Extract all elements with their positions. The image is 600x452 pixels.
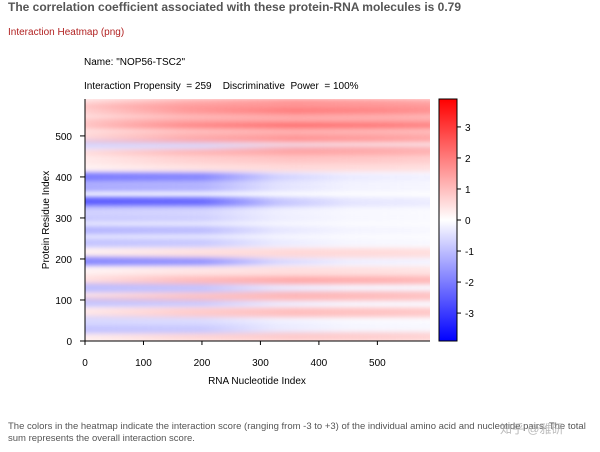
heatmap-band xyxy=(85,172,430,182)
heatmap-band xyxy=(85,291,430,301)
heatmap-band xyxy=(85,282,430,293)
x-tick-label: 400 xyxy=(311,358,328,369)
heatmap-band xyxy=(85,202,430,213)
y-tick-label: 0 xyxy=(66,337,72,348)
y-tick-label: 100 xyxy=(55,296,72,307)
page-title: The correlation coefficient associated w… xyxy=(8,0,462,14)
heatmap-band xyxy=(85,112,430,123)
heatmap-band xyxy=(85,182,430,193)
heatmap-band xyxy=(85,323,430,334)
heatmap-band xyxy=(85,104,430,115)
y-axis-label: Protein Residue Index xyxy=(41,171,52,269)
heatmap-band xyxy=(85,139,430,149)
heatmap-band xyxy=(85,332,430,341)
heatmap-band xyxy=(85,297,430,307)
figure-name: Name: "NOP56-TSC2" xyxy=(84,57,186,68)
x-tick-label: 0 xyxy=(82,358,88,369)
heatmap-band xyxy=(85,307,430,318)
heatmap-band xyxy=(85,247,430,258)
heatmap-band xyxy=(85,124,430,135)
x-tick-label: 300 xyxy=(252,358,269,369)
heatmap-band xyxy=(85,274,430,285)
x-axis-label: RNA Nucleotide Index xyxy=(208,376,306,387)
heatmap-band xyxy=(85,266,430,277)
heatmap-band xyxy=(85,256,430,266)
y-tick-label: 500 xyxy=(55,132,72,143)
axes: 0 100 200 300 400 500 0 100 200 300 400 500 xyxy=(55,99,430,369)
colorbar-tick-label: 2 xyxy=(465,154,471,165)
heatmap-band xyxy=(85,315,430,326)
heatmap-band xyxy=(85,225,430,236)
heatmap-band xyxy=(85,213,430,223)
heatmap-band xyxy=(85,99,430,108)
heatmap-band xyxy=(85,196,430,207)
colorbar-tick-label: 1 xyxy=(465,185,471,196)
heatmap-band xyxy=(85,161,430,172)
x-tick-label: 500 xyxy=(369,358,386,369)
colorbar xyxy=(438,98,458,342)
heatmap-area xyxy=(85,99,430,341)
x-tick-label: 100 xyxy=(135,358,152,369)
heatmap-band xyxy=(85,133,430,143)
colorbar-tick-label: 0 xyxy=(465,216,471,227)
colorbar-tick-label: 3 xyxy=(465,123,471,134)
heatmap-band xyxy=(85,153,430,164)
x-tick-label: 200 xyxy=(194,358,211,369)
colorbar-ticks: -3 -2 -1 0 1 2 3 xyxy=(457,123,474,320)
heatmap-png-link[interactable]: Interaction Heatmap (png) xyxy=(8,27,125,38)
y-tick-label: 400 xyxy=(55,173,72,184)
heatmap-band xyxy=(85,118,430,129)
interaction-stats: Interaction Propensity = 259 Discriminat… xyxy=(84,81,359,92)
colorbar-tick-label: -2 xyxy=(465,278,474,289)
colorbar-tick-label: -3 xyxy=(465,309,474,320)
heatmap-band xyxy=(85,145,430,156)
colorbar-tick-label: -1 xyxy=(465,247,474,258)
y-tick-label: 300 xyxy=(55,214,72,225)
y-tick-label: 200 xyxy=(55,255,72,266)
watermark: 知乎 @雅研 xyxy=(500,422,564,436)
footer-note: The colors in the heatmap indicate the i… xyxy=(8,421,586,444)
heatmap-band xyxy=(85,237,430,248)
